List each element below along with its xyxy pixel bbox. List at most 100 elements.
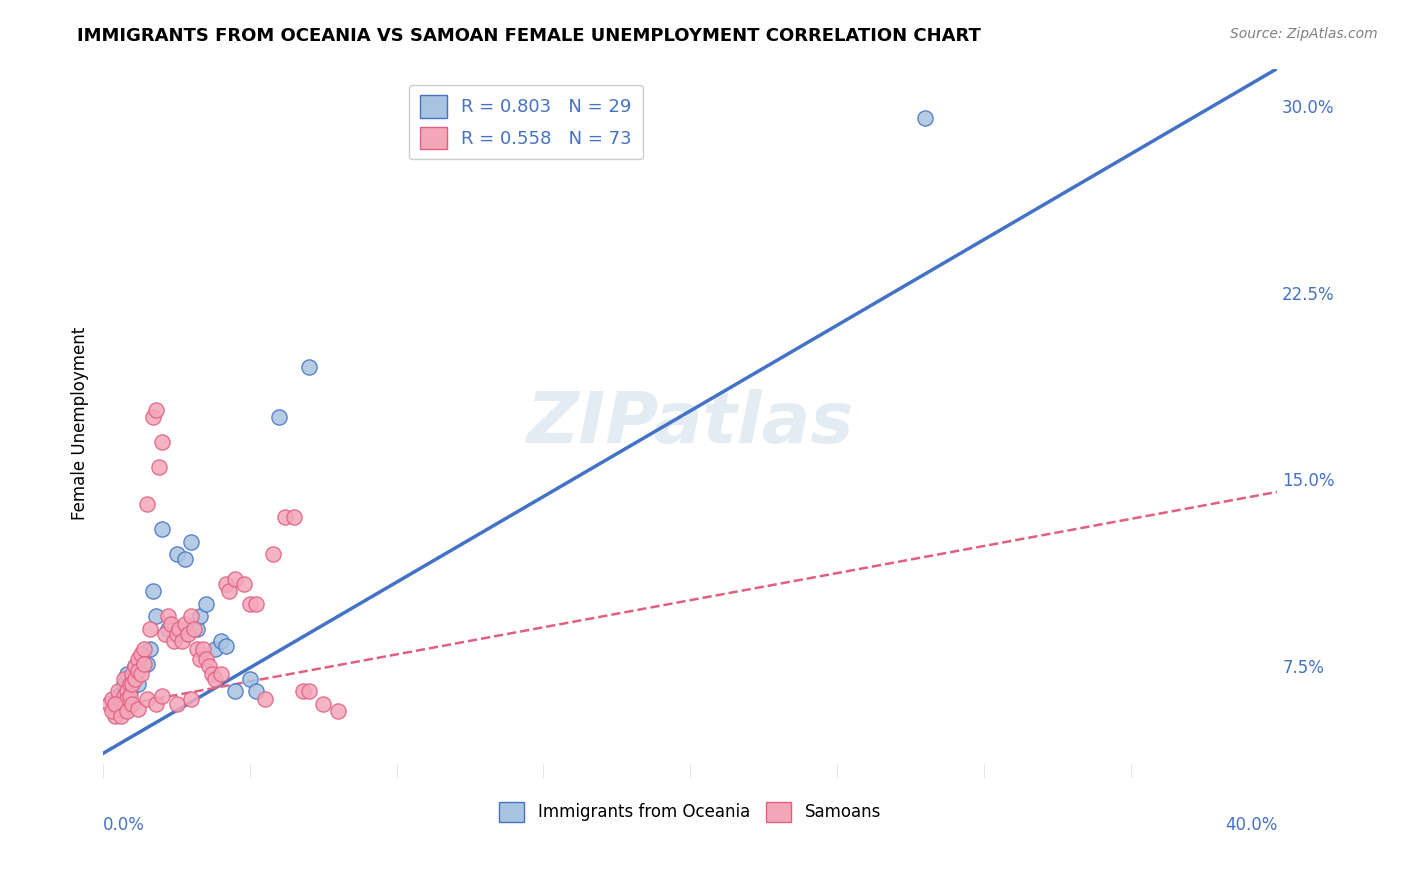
- Point: [274, 509, 297, 524]
- Point: [914, 112, 936, 126]
- Point: [145, 697, 167, 711]
- Point: [150, 435, 173, 450]
- Point: [191, 641, 214, 656]
- Point: [121, 666, 143, 681]
- Text: 40.0%: 40.0%: [1225, 815, 1277, 834]
- Point: [194, 597, 217, 611]
- Point: [112, 672, 135, 686]
- Point: [166, 547, 188, 561]
- Point: [180, 609, 202, 624]
- Point: [177, 627, 200, 641]
- Point: [129, 666, 152, 681]
- Point: [209, 666, 232, 681]
- Point: [142, 410, 165, 425]
- Point: [153, 627, 176, 641]
- Point: [115, 691, 138, 706]
- Point: [127, 651, 149, 665]
- Point: [201, 666, 224, 681]
- Point: [127, 676, 149, 690]
- Point: [183, 622, 205, 636]
- Point: [107, 684, 129, 698]
- Point: [198, 659, 221, 673]
- Point: [169, 622, 191, 636]
- Point: [142, 584, 165, 599]
- Point: [98, 697, 121, 711]
- Y-axis label: Female Unemployment: Female Unemployment: [72, 326, 89, 520]
- Point: [224, 572, 246, 586]
- Point: [110, 697, 132, 711]
- Point: [139, 622, 162, 636]
- Point: [118, 676, 141, 690]
- Point: [115, 684, 138, 698]
- Point: [180, 534, 202, 549]
- Point: [156, 622, 179, 636]
- Legend: Immigrants from Oceania, Samoans: Immigrants from Oceania, Samoans: [491, 793, 890, 830]
- Point: [233, 577, 256, 591]
- Point: [145, 609, 167, 624]
- Point: [121, 676, 143, 690]
- Point: [239, 672, 262, 686]
- Point: [118, 689, 141, 703]
- Point: [297, 360, 319, 375]
- Point: [136, 691, 159, 706]
- Point: [215, 577, 238, 591]
- Point: [118, 684, 141, 698]
- Point: [104, 709, 127, 723]
- Point: [150, 689, 173, 703]
- Point: [129, 651, 152, 665]
- Point: [245, 597, 267, 611]
- Point: [186, 641, 208, 656]
- Point: [104, 697, 127, 711]
- Point: [101, 704, 124, 718]
- Point: [121, 697, 143, 711]
- Point: [209, 634, 232, 648]
- Point: [218, 584, 240, 599]
- Point: [245, 684, 267, 698]
- Point: [110, 709, 132, 723]
- Point: [269, 410, 291, 425]
- Point: [172, 634, 194, 648]
- Point: [166, 627, 188, 641]
- Point: [112, 689, 135, 703]
- Point: [188, 651, 211, 665]
- Point: [312, 697, 335, 711]
- Point: [162, 634, 184, 648]
- Point: [159, 616, 181, 631]
- Point: [283, 509, 305, 524]
- Point: [124, 659, 146, 673]
- Point: [124, 672, 146, 686]
- Point: [262, 547, 284, 561]
- Point: [101, 691, 124, 706]
- Point: [156, 609, 179, 624]
- Point: [134, 641, 156, 656]
- Point: [112, 676, 135, 690]
- Point: [127, 664, 149, 678]
- Point: [224, 684, 246, 698]
- Point: [115, 666, 138, 681]
- Point: [121, 672, 143, 686]
- Point: [239, 597, 262, 611]
- Point: [297, 684, 319, 698]
- Point: [127, 701, 149, 715]
- Point: [188, 609, 211, 624]
- Point: [204, 672, 226, 686]
- Point: [166, 697, 188, 711]
- Point: [134, 657, 156, 671]
- Point: [145, 402, 167, 417]
- Point: [136, 657, 159, 671]
- Point: [174, 552, 197, 566]
- Point: [107, 701, 129, 715]
- Point: [148, 460, 170, 475]
- Text: IMMIGRANTS FROM OCEANIA VS SAMOAN FEMALE UNEMPLOYMENT CORRELATION CHART: IMMIGRANTS FROM OCEANIA VS SAMOAN FEMALE…: [77, 27, 981, 45]
- Point: [291, 684, 314, 698]
- Point: [107, 689, 129, 703]
- Point: [186, 622, 208, 636]
- Text: ZIPatlas: ZIPatlas: [526, 389, 853, 458]
- Point: [139, 641, 162, 656]
- Point: [204, 641, 226, 656]
- Point: [129, 647, 152, 661]
- Point: [215, 640, 238, 654]
- Point: [253, 691, 276, 706]
- Point: [180, 691, 202, 706]
- Point: [174, 616, 197, 631]
